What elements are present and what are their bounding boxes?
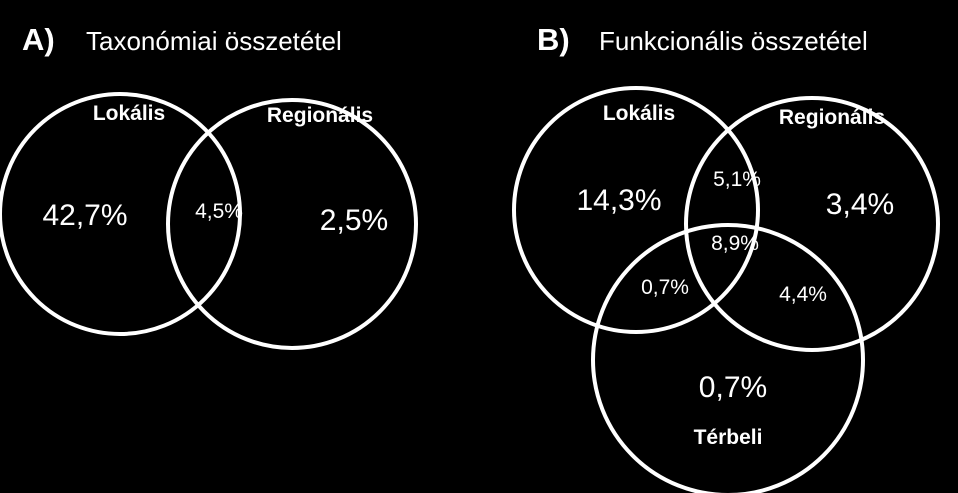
panel-a-local-circle: [0, 92, 242, 336]
panel-b-title: Funkcionális összetétel: [599, 26, 868, 56]
panel-a-regional-only-value: 2,5%: [320, 204, 388, 237]
panel-a-title: Taxonómiai összetétel: [86, 26, 342, 56]
panel-b-spatial-only-value: 0,7%: [699, 371, 767, 404]
panel-b-all-three-value: 8,9%: [711, 232, 759, 255]
panel-b: B) Funkcionális összetétel Lokális Regio…: [512, 22, 940, 493]
panel-b-local-circle: [512, 86, 760, 334]
panel-b-regional-label: Regionális: [779, 106, 885, 129]
panel-a-local-only-value: 42,7%: [42, 199, 127, 232]
panel-b-local-label: Lokális: [603, 102, 675, 125]
panel-a: A) Taxonómiai összetétel Lokális Regioná…: [0, 22, 418, 350]
panel-b-spatial-label: Térbeli: [694, 426, 763, 449]
panel-b-regional-spatial-value: 4,4%: [779, 283, 827, 306]
panel-b-local-only-value: 14,3%: [576, 184, 661, 217]
panel-a-regional-label: Regionális: [267, 104, 373, 127]
panel-b-regional-only-value: 3,4%: [826, 188, 894, 221]
panel-a-letter: A): [22, 22, 55, 57]
panel-a-intersection-value: 4,5%: [195, 200, 243, 223]
panel-a-local-label: Lokális: [93, 102, 165, 125]
panel-a-regional-circle: [166, 98, 418, 350]
panel-b-regional-circle: [684, 96, 940, 352]
panel-b-letter: B): [537, 22, 570, 57]
panel-b-local-spatial-value: 0,7%: [641, 276, 689, 299]
panel-b-local-regional-value: 5,1%: [713, 168, 761, 191]
panel-b-spatial-circle: [591, 223, 865, 493]
